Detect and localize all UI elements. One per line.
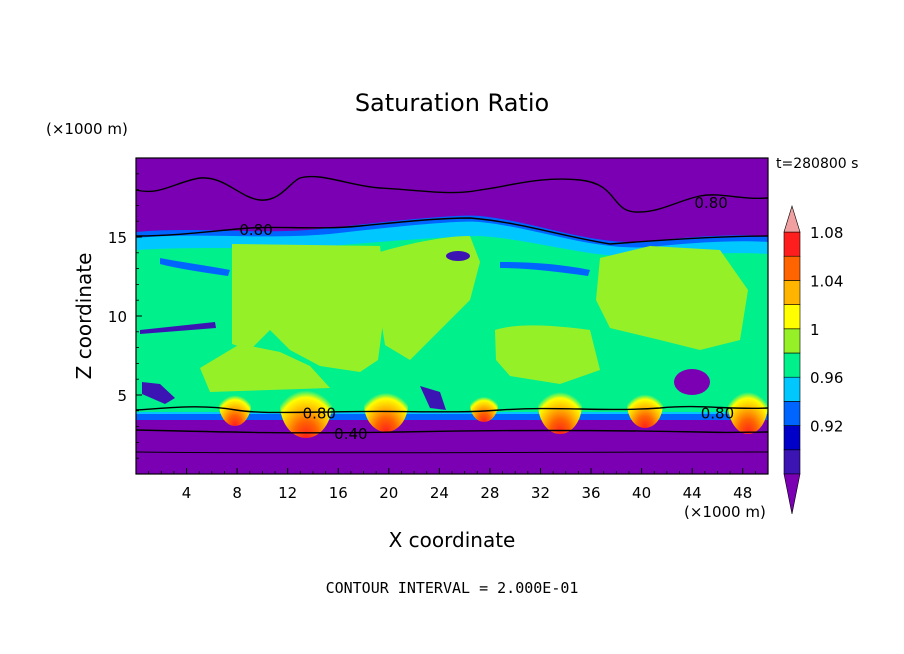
chart-title: Saturation Ratio bbox=[355, 89, 549, 117]
y-unit-label: (×1000 m) bbox=[46, 120, 128, 138]
supersaturated-core bbox=[219, 382, 251, 426]
colorbar-upper-arrow bbox=[783, 204, 801, 233]
y-axis: 5 10 15 bbox=[108, 173, 142, 459]
colorbar-segment bbox=[783, 352, 801, 378]
x-tick-label: 4 bbox=[182, 484, 192, 502]
contour-line-0.80-base bbox=[135, 405, 769, 414]
supersaturated-core bbox=[470, 386, 498, 422]
colorbar-segment bbox=[783, 425, 801, 451]
y-axis-label: Z coordinate bbox=[72, 253, 96, 380]
contour-label: 0.80 bbox=[303, 404, 336, 422]
x-tick-label: 28 bbox=[480, 484, 499, 502]
dry-streak bbox=[140, 322, 216, 334]
contour-label: 0.40 bbox=[334, 425, 367, 443]
contour-line-0.80-upper bbox=[135, 175, 769, 213]
x-tick-label: 48 bbox=[733, 484, 752, 502]
x-tick-label: 20 bbox=[379, 484, 398, 502]
x-tick-label: 8 bbox=[232, 484, 242, 502]
colorbar-label: 1.08 bbox=[810, 224, 843, 242]
plot-area bbox=[135, 157, 769, 475]
supersaturated-core bbox=[280, 370, 332, 438]
x-tick-label: 36 bbox=[581, 484, 600, 502]
colorbar-segment bbox=[783, 328, 801, 354]
moist-column-3 bbox=[596, 246, 748, 350]
colorbar-segment bbox=[783, 255, 801, 281]
supersaturated-core bbox=[538, 374, 582, 434]
y-tick-label: 15 bbox=[108, 229, 127, 247]
contour-line-0.80-band-top bbox=[135, 217, 769, 245]
dry-streak bbox=[160, 258, 230, 276]
colorbar-segment bbox=[783, 304, 801, 330]
supersaturated-core bbox=[627, 380, 663, 428]
colorbar-label: 1.04 bbox=[810, 272, 843, 290]
colorbar-label: 1 bbox=[810, 321, 820, 339]
colorbar-segment bbox=[783, 401, 801, 426]
moist-column-1 bbox=[232, 244, 386, 372]
colorbar-segment bbox=[783, 376, 801, 402]
x-tick-label: 40 bbox=[632, 484, 651, 502]
contour-label: 0.80 bbox=[694, 194, 727, 212]
colorbar-segment bbox=[783, 280, 801, 305]
x-tick-label: 16 bbox=[329, 484, 348, 502]
contour-line-low bbox=[135, 451, 769, 454]
dry-pocket bbox=[674, 369, 710, 395]
x-tick-label: 32 bbox=[531, 484, 550, 502]
x-axis-label: X coordinate bbox=[389, 528, 516, 552]
contour-interval-footer: CONTOUR INTERVAL = 2.000E-01 bbox=[326, 579, 579, 597]
moist-column-4 bbox=[495, 325, 600, 384]
colorbar-segment bbox=[783, 231, 801, 257]
colorbar-segment bbox=[783, 449, 801, 475]
dry-pocket bbox=[446, 251, 470, 261]
x-axis: 4 8 12 16 20 24 28 32 36 40 44 48 bbox=[148, 468, 756, 502]
time-label: t=280800 s bbox=[776, 156, 858, 172]
moist-column-2 bbox=[378, 236, 480, 360]
contour-line-0.40 bbox=[135, 429, 769, 434]
supersaturated-core bbox=[364, 376, 408, 432]
y-tick-label: 10 bbox=[108, 308, 127, 326]
colorbar: 0.92 0.96 1 1.04 1.08 bbox=[783, 204, 843, 515]
contour-label: 0.80 bbox=[701, 404, 734, 422]
x-tick-label: 24 bbox=[430, 484, 449, 502]
colorbar-lower-arrow bbox=[783, 473, 801, 515]
supersaturated-core bbox=[728, 374, 768, 434]
colorbar-label: 0.96 bbox=[810, 369, 843, 387]
dry-streak bbox=[142, 382, 175, 404]
contour-label: 0.80 bbox=[239, 221, 272, 239]
y-tick-label: 5 bbox=[117, 387, 127, 405]
x-unit-label: (×1000 m) bbox=[684, 503, 766, 521]
dry-streak bbox=[420, 386, 446, 410]
colorbar-label: 0.92 bbox=[810, 418, 843, 436]
dry-streak bbox=[500, 262, 590, 276]
x-tick-label: 12 bbox=[278, 484, 297, 502]
contour-labels: 0.80 0.80 0.80 0.40 0.80 bbox=[239, 194, 734, 443]
x-tick-label: 44 bbox=[683, 484, 702, 502]
